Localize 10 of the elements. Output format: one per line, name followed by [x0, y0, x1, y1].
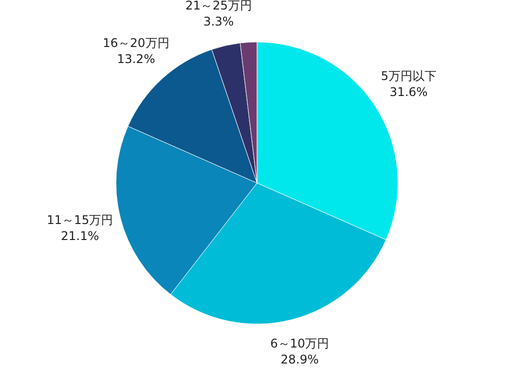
slice-label: 5万円以下 [380, 69, 436, 84]
data-label: 21.1% [60, 228, 100, 243]
data-label: 3.3% [203, 14, 234, 29]
slice-label: 16～20万円 [102, 36, 170, 50]
data-label: 31.6% [390, 85, 428, 100]
slice-label: 21～25万円 [185, 0, 252, 13]
data-label: 28.9% [280, 352, 319, 367]
slice-label: 11～15万円 [46, 212, 114, 227]
slice-label: 6～10万円 [270, 336, 330, 351]
data-label: 13.2% [116, 52, 156, 66]
